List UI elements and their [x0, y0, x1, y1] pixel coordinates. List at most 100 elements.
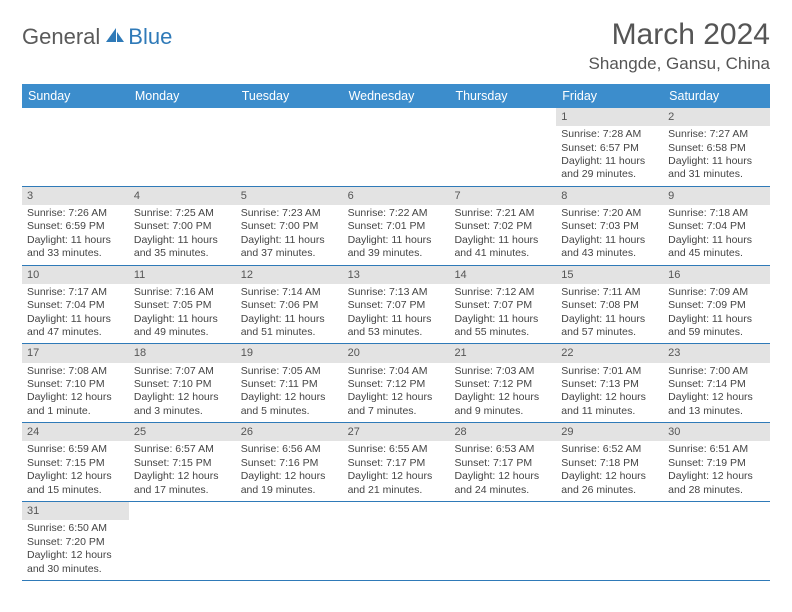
sunset-line: Sunset: 7:12 PM: [454, 378, 551, 391]
sunrise-line: Sunrise: 7:03 AM: [454, 365, 551, 378]
daylight-line: Daylight: 12 hours and 21 minutes.: [348, 470, 445, 497]
day-cell: [449, 502, 556, 580]
daylight-line: Daylight: 11 hours and 47 minutes.: [27, 313, 124, 340]
day-number: 12: [236, 266, 343, 284]
week-row: 17Sunrise: 7:08 AMSunset: 7:10 PMDayligh…: [22, 344, 770, 423]
day-body: Sunrise: 7:16 AMSunset: 7:05 PMDaylight:…: [129, 284, 236, 344]
sunset-line: Sunset: 7:02 PM: [454, 220, 551, 233]
day-cell: [22, 108, 129, 186]
sunset-line: Sunset: 7:11 PM: [241, 378, 338, 391]
day-cell: [449, 108, 556, 186]
sunrise-line: Sunrise: 7:08 AM: [27, 365, 124, 378]
day-body: Sunrise: 7:03 AMSunset: 7:12 PMDaylight:…: [449, 363, 556, 423]
day-body: Sunrise: 7:20 AMSunset: 7:03 PMDaylight:…: [556, 205, 663, 265]
sunset-line: Sunset: 7:06 PM: [241, 299, 338, 312]
day-cell: 15Sunrise: 7:11 AMSunset: 7:08 PMDayligh…: [556, 266, 663, 344]
sunrise-line: Sunrise: 6:57 AM: [134, 443, 231, 456]
day-cell: 22Sunrise: 7:01 AMSunset: 7:13 PMDayligh…: [556, 344, 663, 422]
location-label: Shangde, Gansu, China: [589, 54, 770, 74]
daylight-line: Daylight: 12 hours and 13 minutes.: [668, 391, 765, 418]
month-title: March 2024: [589, 18, 770, 52]
day-number: 27: [343, 423, 450, 441]
day-body: Sunrise: 7:12 AMSunset: 7:07 PMDaylight:…: [449, 284, 556, 344]
day-number: 11: [129, 266, 236, 284]
weekday-header: Thursday: [449, 84, 556, 108]
day-number: 5: [236, 187, 343, 205]
weekday-header: Friday: [556, 84, 663, 108]
daylight-line: Daylight: 11 hours and 35 minutes.: [134, 234, 231, 261]
day-cell: 26Sunrise: 6:56 AMSunset: 7:16 PMDayligh…: [236, 423, 343, 501]
day-cell: 19Sunrise: 7:05 AMSunset: 7:11 PMDayligh…: [236, 344, 343, 422]
day-cell: [556, 502, 663, 580]
day-cell: 1Sunrise: 7:28 AMSunset: 6:57 PMDaylight…: [556, 108, 663, 186]
day-number: 30: [663, 423, 770, 441]
sunrise-line: Sunrise: 7:01 AM: [561, 365, 658, 378]
sunrise-line: Sunrise: 7:20 AM: [561, 207, 658, 220]
sunrise-line: Sunrise: 7:07 AM: [134, 365, 231, 378]
sunrise-line: Sunrise: 7:26 AM: [27, 207, 124, 220]
day-number: 9: [663, 187, 770, 205]
daylight-line: Daylight: 12 hours and 19 minutes.: [241, 470, 338, 497]
sunset-line: Sunset: 7:10 PM: [27, 378, 124, 391]
day-body: Sunrise: 7:27 AMSunset: 6:58 PMDaylight:…: [663, 126, 770, 186]
sunset-line: Sunset: 7:00 PM: [134, 220, 231, 233]
sunrise-line: Sunrise: 7:27 AM: [668, 128, 765, 141]
day-cell: 29Sunrise: 6:52 AMSunset: 7:18 PMDayligh…: [556, 423, 663, 501]
sunrise-line: Sunrise: 7:12 AM: [454, 286, 551, 299]
daylight-line: Daylight: 12 hours and 7 minutes.: [348, 391, 445, 418]
sunset-line: Sunset: 7:00 PM: [241, 220, 338, 233]
day-body: Sunrise: 7:22 AMSunset: 7:01 PMDaylight:…: [343, 205, 450, 265]
day-cell: 8Sunrise: 7:20 AMSunset: 7:03 PMDaylight…: [556, 187, 663, 265]
page-header: General Blue March 2024 Shangde, Gansu, …: [22, 18, 770, 74]
day-number: 18: [129, 344, 236, 362]
sunrise-line: Sunrise: 6:53 AM: [454, 443, 551, 456]
sunrise-line: Sunrise: 7:14 AM: [241, 286, 338, 299]
day-number: 14: [449, 266, 556, 284]
sunset-line: Sunset: 7:07 PM: [454, 299, 551, 312]
day-number: 15: [556, 266, 663, 284]
daylight-line: Daylight: 11 hours and 55 minutes.: [454, 313, 551, 340]
day-body: Sunrise: 7:25 AMSunset: 7:00 PMDaylight:…: [129, 205, 236, 265]
day-cell: 6Sunrise: 7:22 AMSunset: 7:01 PMDaylight…: [343, 187, 450, 265]
day-number: 23: [663, 344, 770, 362]
day-number: 16: [663, 266, 770, 284]
day-body: Sunrise: 7:23 AMSunset: 7:00 PMDaylight:…: [236, 205, 343, 265]
day-body: Sunrise: 7:07 AMSunset: 7:10 PMDaylight:…: [129, 363, 236, 423]
day-body: Sunrise: 6:53 AMSunset: 7:17 PMDaylight:…: [449, 441, 556, 501]
day-body: Sunrise: 6:55 AMSunset: 7:17 PMDaylight:…: [343, 441, 450, 501]
day-body: Sunrise: 7:00 AMSunset: 7:14 PMDaylight:…: [663, 363, 770, 423]
sunrise-line: Sunrise: 7:11 AM: [561, 286, 658, 299]
day-cell: [343, 502, 450, 580]
daylight-line: Daylight: 11 hours and 41 minutes.: [454, 234, 551, 261]
sunrise-line: Sunrise: 7:13 AM: [348, 286, 445, 299]
day-body: Sunrise: 7:13 AMSunset: 7:07 PMDaylight:…: [343, 284, 450, 344]
daylight-line: Daylight: 11 hours and 33 minutes.: [27, 234, 124, 261]
sunset-line: Sunset: 7:19 PM: [668, 457, 765, 470]
daylight-line: Daylight: 11 hours and 31 minutes.: [668, 155, 765, 182]
day-cell: 7Sunrise: 7:21 AMSunset: 7:02 PMDaylight…: [449, 187, 556, 265]
day-cell: 24Sunrise: 6:59 AMSunset: 7:15 PMDayligh…: [22, 423, 129, 501]
brand-part2: Blue: [128, 24, 172, 50]
daylight-line: Daylight: 11 hours and 59 minutes.: [668, 313, 765, 340]
day-number: 26: [236, 423, 343, 441]
day-body: Sunrise: 6:50 AMSunset: 7:20 PMDaylight:…: [22, 520, 129, 580]
sunrise-line: Sunrise: 7:22 AM: [348, 207, 445, 220]
day-cell: 25Sunrise: 6:57 AMSunset: 7:15 PMDayligh…: [129, 423, 236, 501]
sail-icon: [104, 24, 126, 50]
calendar-table: SundayMondayTuesdayWednesdayThursdayFrid…: [22, 84, 770, 581]
sunrise-line: Sunrise: 6:51 AM: [668, 443, 765, 456]
sunset-line: Sunset: 7:15 PM: [27, 457, 124, 470]
daylight-line: Daylight: 11 hours and 39 minutes.: [348, 234, 445, 261]
daylight-line: Daylight: 11 hours and 49 minutes.: [134, 313, 231, 340]
sunset-line: Sunset: 7:18 PM: [561, 457, 658, 470]
day-body: Sunrise: 6:51 AMSunset: 7:19 PMDaylight:…: [663, 441, 770, 501]
daylight-line: Daylight: 12 hours and 30 minutes.: [27, 549, 124, 576]
sunset-line: Sunset: 6:57 PM: [561, 142, 658, 155]
day-cell: [663, 502, 770, 580]
daylight-line: Daylight: 12 hours and 17 minutes.: [134, 470, 231, 497]
day-body: Sunrise: 6:56 AMSunset: 7:16 PMDaylight:…: [236, 441, 343, 501]
daylight-line: Daylight: 12 hours and 1 minute.: [27, 391, 124, 418]
day-cell: 5Sunrise: 7:23 AMSunset: 7:00 PMDaylight…: [236, 187, 343, 265]
sunset-line: Sunset: 7:05 PM: [134, 299, 231, 312]
weekday-header: Monday: [129, 84, 236, 108]
